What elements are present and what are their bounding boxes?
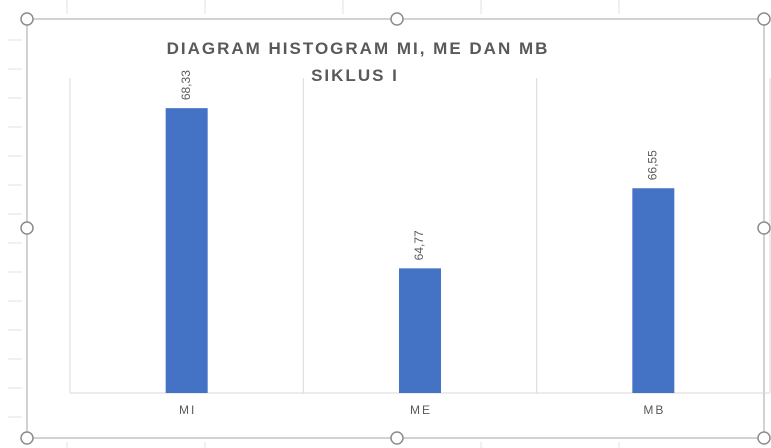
- bar: [165, 108, 208, 394]
- selection-handles[interactable]: [20, 12, 771, 445]
- plot-area: MI 68,33 ME 64,77 MB 66,55: [69, 70, 771, 417]
- x-tick-label: ME: [410, 403, 432, 417]
- data-label: 64,77: [412, 230, 426, 260]
- chart-title: DIAGRAM HISTOGRAM MI, ME DAN MB SIKLUS I: [167, 39, 550, 85]
- data-label: 68,33: [179, 70, 193, 100]
- bar: [399, 268, 441, 393]
- sheet-grid: [8, 0, 620, 448]
- bar: [632, 188, 675, 393]
- x-tick-label: MB: [643, 403, 665, 417]
- data-label: 66,55: [646, 150, 660, 180]
- x-tick-label: MI: [179, 403, 196, 417]
